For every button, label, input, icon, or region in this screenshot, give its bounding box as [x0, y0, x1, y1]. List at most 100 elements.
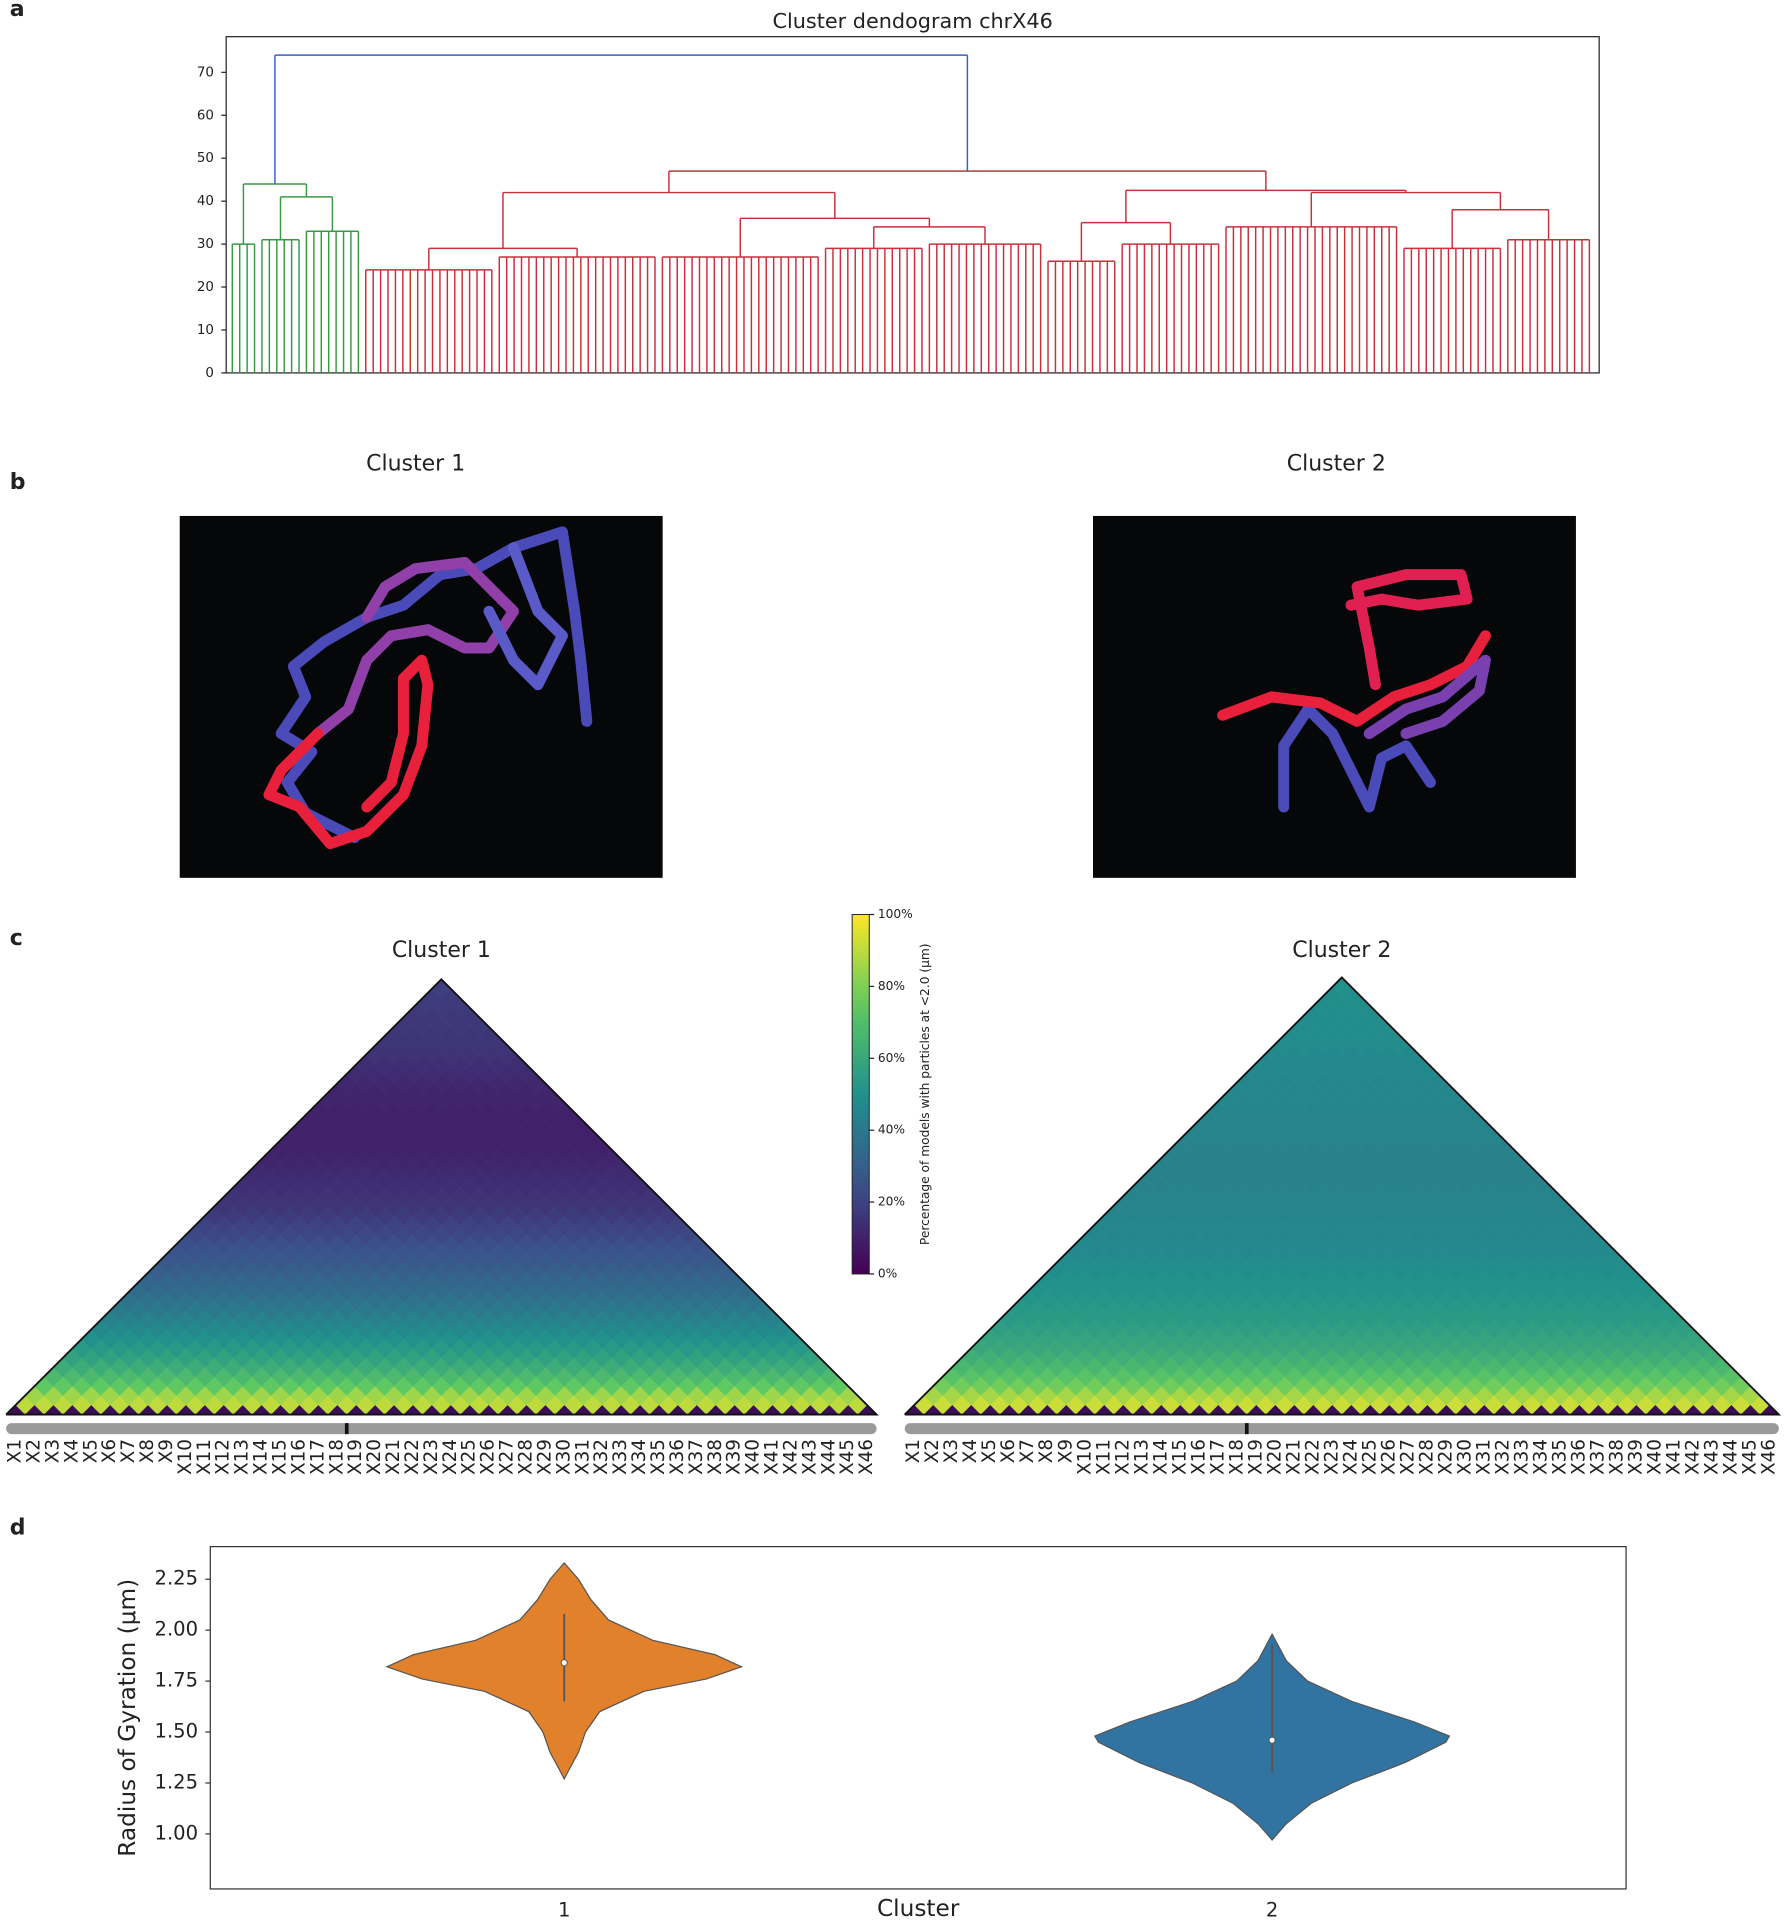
tube [483, 542, 568, 691]
diagonal-cell [365, 1405, 385, 1415]
x-tick-label: X35 [1549, 1439, 1570, 1475]
diagonal-cell [980, 1405, 1000, 1415]
x-tick-label: X12 [213, 1439, 234, 1475]
colorbar-tick-label: 0% [878, 1266, 897, 1280]
median [1268, 1736, 1276, 1744]
x-tick-label: X39 [1625, 1439, 1646, 1475]
diagonal-cell [479, 1405, 499, 1415]
x-tick-label: X18 [1226, 1439, 1247, 1475]
diagonal-cell [942, 1405, 962, 1415]
y-tick-label: 10 [197, 323, 214, 338]
diagonal-cell [592, 1405, 612, 1415]
diagonal-cell [668, 1405, 688, 1415]
centromere [344, 1423, 349, 1435]
diagonal-cell [649, 1405, 669, 1415]
x-tick-label: X41 [1663, 1439, 1684, 1475]
diagonal-cell [1056, 1405, 1076, 1415]
tube [1363, 654, 1491, 740]
x-tick-label: X38 [1606, 1439, 1627, 1475]
diagonal-cell [687, 1405, 707, 1415]
x-tick-label: X23 [1321, 1439, 1342, 1475]
diagonal-cell [403, 1405, 423, 1415]
x-tick-label: X11 [194, 1439, 215, 1475]
y-tick-label: 70 [197, 65, 214, 80]
x-tick-label: X3 [941, 1439, 962, 1463]
diagonal-cell [43, 1405, 63, 1415]
diagonal-cell [1265, 1405, 1285, 1415]
colorbar-tick-label: 100% [878, 907, 913, 921]
diagonal-cell [517, 1405, 536, 1415]
x-tick-label: X9 [156, 1439, 177, 1463]
tube [263, 654, 434, 850]
x-tick-label: X17 [307, 1439, 328, 1475]
x-tick-label: X30 [553, 1439, 574, 1475]
diagonal-cell [744, 1405, 764, 1415]
x-tick-label: X21 [383, 1439, 404, 1475]
x-tick-label: X10 [1074, 1439, 1095, 1475]
triangle-outline [904, 976, 1782, 1416]
x-tick-label: X13 [232, 1439, 253, 1475]
diagonal-cell [460, 1405, 480, 1415]
panel-label: d [10, 1515, 26, 1540]
tube [1345, 569, 1473, 691]
diagonal-cell [176, 1405, 196, 1415]
x-tick-label: X26 [1378, 1439, 1399, 1475]
colorbar-tick-label: 20% [878, 1195, 905, 1209]
median [560, 1659, 568, 1667]
y-tick-label: 1.75 [155, 1669, 199, 1692]
x-tick-label: X22 [402, 1439, 423, 1475]
chromosome-bar [904, 1423, 1779, 1435]
diagonal-cell [214, 1405, 234, 1415]
image-title: Cluster 1 [366, 452, 465, 477]
diagonal-cell [422, 1405, 442, 1415]
x-tick-label: X15 [270, 1439, 291, 1475]
x-tick-label: X3 [42, 1439, 63, 1463]
x-tick-label: X37 [1587, 1439, 1608, 1475]
x-tick-label: X40 [1644, 1439, 1665, 1475]
x-tick-label: X33 [1511, 1439, 1532, 1475]
y-tick-label: 30 [197, 237, 214, 252]
diagonal-cell [781, 1405, 801, 1415]
diagonal-cell [1151, 1405, 1171, 1415]
diagonal-cell [1379, 1405, 1399, 1415]
x-tick-label: X27 [1397, 1439, 1418, 1475]
x-tick-label: X25 [459, 1439, 480, 1475]
x-tick-label: X16 [1188, 1439, 1209, 1475]
x-tick-label: X1 [5, 1439, 26, 1463]
x-tick-label: X9 [1055, 1439, 1076, 1463]
x-tick-label: X42 [1682, 1439, 1703, 1475]
diagonal-cell [1645, 1405, 1665, 1415]
diagonal-cell [1721, 1405, 1741, 1415]
x-tick-label: X38 [705, 1439, 726, 1475]
x-tick-label: 2 [1266, 1898, 1278, 1920]
diagonal-cell [289, 1405, 309, 1415]
chart-title: Cluster dendogram chrX46 [772, 9, 1052, 33]
diagonal-cell [157, 1405, 177, 1415]
chromosome-bar [6, 1423, 877, 1435]
x-tick-label: X14 [251, 1439, 272, 1475]
x-tick-label: X12 [1112, 1439, 1133, 1475]
diagonal-cell [119, 1405, 139, 1415]
diagonal-cell [1227, 1405, 1247, 1415]
diagonal-cell [1284, 1405, 1304, 1415]
diagonal-cell [308, 1405, 328, 1415]
x-tick-label: X1 [903, 1439, 924, 1463]
x-tick-label: X24 [1340, 1439, 1361, 1475]
diagonal-cell [6, 1405, 26, 1415]
tube [1278, 703, 1436, 813]
x-tick-label: X42 [780, 1439, 801, 1475]
x-tick-label: X31 [1473, 1439, 1494, 1475]
diagonal-cell [1759, 1405, 1779, 1415]
y-tick-label: 1.00 [155, 1821, 199, 1844]
x-tick-label: X20 [1264, 1439, 1285, 1475]
diagonal-cell [1493, 1405, 1513, 1415]
x-tick-label: X2 [23, 1439, 44, 1463]
colorbar [851, 914, 870, 1275]
tube [1217, 630, 1491, 727]
x-tick-label: X16 [288, 1439, 309, 1475]
render-bg [1093, 515, 1576, 878]
diagonal-cell [1683, 1405, 1703, 1415]
chart-title: Cluster 2 [1292, 938, 1391, 963]
x-tick-label: X33 [610, 1439, 631, 1475]
